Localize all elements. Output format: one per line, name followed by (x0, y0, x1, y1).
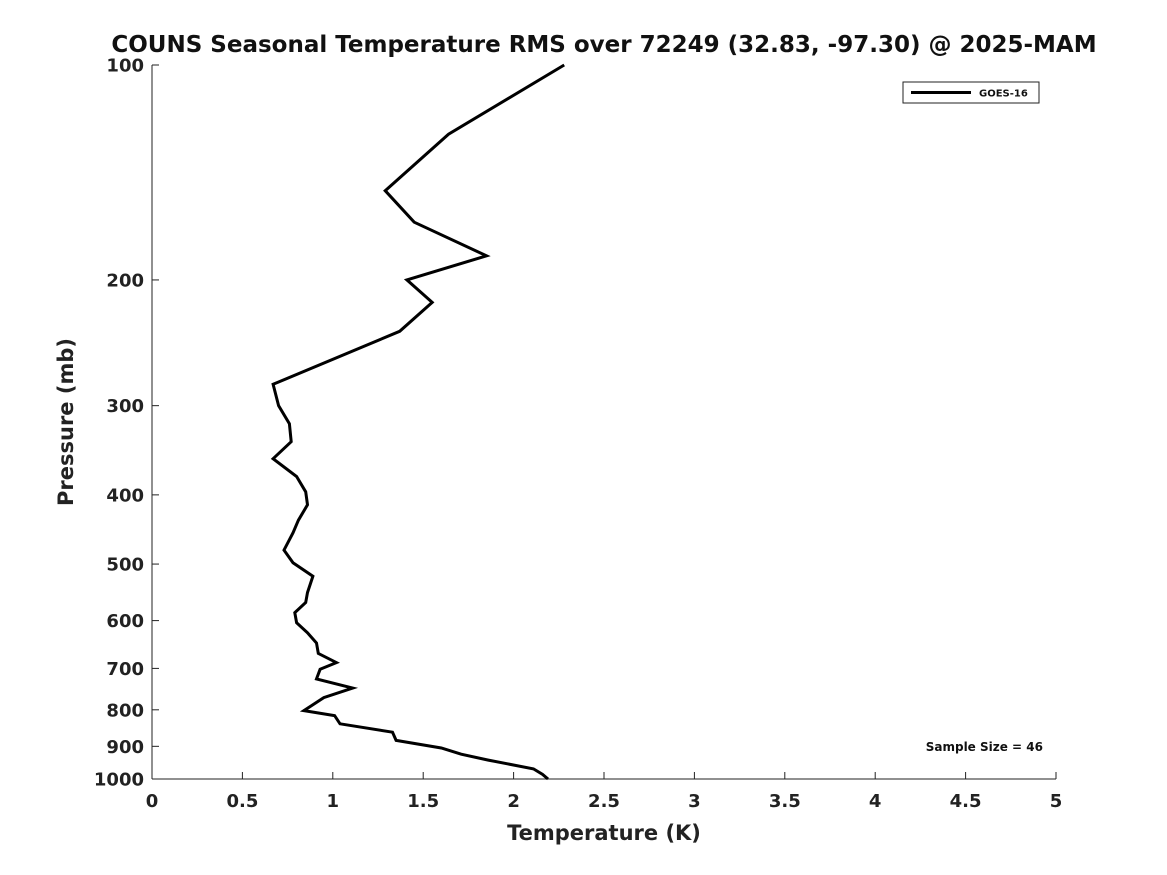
sample-size-annotation: Sample Size = 46 (926, 740, 1043, 754)
legend: GOES-16 (902, 81, 1040, 104)
y-ticks: 100 200 300 400 500 600 700 800 900 1000 (94, 56, 159, 791)
x-ticks: 0 0.5 1 1.5 2 2.5 3 3.5 4 4.5 5 (146, 772, 1063, 812)
x-tick-label: 2.5 (588, 791, 620, 812)
x-tick-label: 4.5 (950, 791, 982, 812)
x-tick-label: 5 (1050, 791, 1063, 812)
series-line-goes-16 (270, 63, 565, 781)
y-tick-label: 100 (106, 56, 144, 77)
y-tick-label: 300 (106, 396, 144, 417)
chart-title: COUNS Seasonal Temperature RMS over 7224… (111, 32, 1096, 58)
x-tick-label: 0 (146, 791, 159, 812)
y-tick-label: 500 (106, 555, 144, 576)
x-tick-label: 3.5 (769, 791, 801, 812)
series-group (270, 63, 565, 781)
y-tick-label: 1000 (94, 770, 144, 791)
y-tick-label: 600 (106, 611, 144, 632)
legend-label-goes-16: GOES-16 (979, 89, 1028, 100)
x-tick-label: 4 (869, 791, 882, 812)
y-tick-label: 200 (106, 270, 144, 291)
x-tick-label: 2 (507, 791, 520, 812)
y-axis-label: Pressure (mb) (54, 338, 78, 506)
x-tick-label: 3 (688, 791, 701, 812)
x-axis-label: Temperature (K) (507, 821, 701, 845)
y-tick-label: 900 (106, 737, 144, 758)
x-tick-label: 1 (327, 791, 340, 812)
y-tick-label: 400 (106, 485, 144, 506)
x-tick-label: 1.5 (407, 791, 439, 812)
y-tick-label: 700 (106, 659, 144, 680)
y-tick-label: 800 (106, 700, 144, 721)
x-tick-label: 0.5 (226, 791, 258, 812)
